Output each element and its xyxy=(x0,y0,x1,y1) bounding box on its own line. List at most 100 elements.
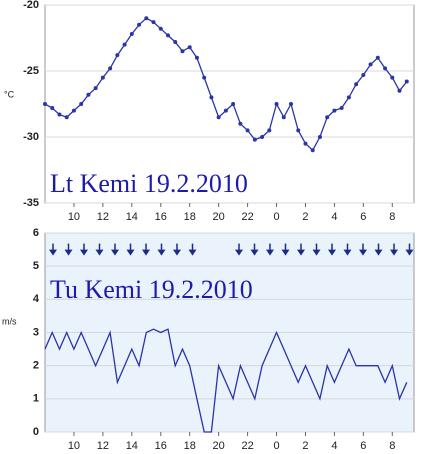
wind-arrow xyxy=(157,243,166,256)
wind-arrow-head xyxy=(173,249,181,256)
wind-arrow xyxy=(126,243,135,256)
data-point xyxy=(267,128,272,133)
y-tick-label: 2 xyxy=(33,360,39,372)
wind-arrow-head xyxy=(49,249,57,256)
wind-arrow xyxy=(343,243,352,256)
data-point xyxy=(122,42,127,47)
data-point xyxy=(209,95,214,100)
wind-arrow xyxy=(111,243,119,256)
y-tick-label: -25 xyxy=(23,65,39,77)
data-point xyxy=(289,102,293,106)
data-point xyxy=(223,108,228,113)
data-point xyxy=(50,105,55,110)
y-tick-label: -20 xyxy=(23,0,39,11)
wind-arrow xyxy=(312,243,321,256)
x-tick-label: 0 xyxy=(273,211,279,223)
data-point xyxy=(187,45,192,50)
data-point xyxy=(339,105,344,110)
data-point xyxy=(93,86,98,91)
y-axis-label: °C xyxy=(4,89,15,99)
x-tick-label: 16 xyxy=(155,440,167,452)
wind-arrow xyxy=(173,243,181,256)
data-point xyxy=(325,115,330,120)
wind-arrow xyxy=(374,243,383,256)
data-point xyxy=(303,141,308,146)
wind-arrow xyxy=(390,243,398,256)
y-tick-label: 6 xyxy=(33,227,39,239)
data-point xyxy=(86,92,91,97)
data-point xyxy=(158,26,163,31)
data-point xyxy=(238,121,243,126)
wind-arrow-head xyxy=(95,249,104,256)
data-point xyxy=(43,102,47,106)
data-point xyxy=(115,53,120,58)
x-tick-label: 20 xyxy=(213,211,225,223)
y-tick-label: 3 xyxy=(33,326,39,338)
x-tick-label: 20 xyxy=(213,440,225,452)
data-point xyxy=(390,75,395,80)
wind-arrow-head xyxy=(111,249,119,256)
data-point xyxy=(216,115,221,120)
x-tick-label: 14 xyxy=(126,440,138,452)
data-point xyxy=(260,135,265,139)
x-tick-label: 18 xyxy=(184,440,196,452)
chart-title: Lt Kemi 19.2.2010 xyxy=(50,169,248,198)
wind-arrow xyxy=(297,243,305,256)
data-point xyxy=(361,72,366,77)
wind-arrow-head xyxy=(235,249,243,256)
chart-title: Tu Kemi 19.2.2010 xyxy=(50,275,253,304)
wind-arrow xyxy=(250,243,259,256)
wind-arrow-head xyxy=(157,249,166,256)
y-tick-label: 4 xyxy=(33,293,40,305)
wind-arrow xyxy=(64,243,73,256)
wind-arrow xyxy=(328,243,336,256)
x-tick-label: 6 xyxy=(360,440,366,452)
data-point xyxy=(274,102,279,106)
data-point xyxy=(296,128,301,133)
wind-arrow-head xyxy=(188,249,197,256)
y-tick-label: -30 xyxy=(23,131,39,143)
x-tick-label: 10 xyxy=(68,211,80,223)
data-point xyxy=(144,16,149,21)
wind-arrow-head xyxy=(374,249,383,256)
x-tick-label: 2 xyxy=(302,211,308,223)
x-tick-label: 2 xyxy=(302,440,308,452)
data-line xyxy=(44,328,408,433)
wind-arrow-head xyxy=(250,249,259,256)
x-tick-label: 22 xyxy=(241,440,253,452)
data-point xyxy=(180,49,185,54)
x-tick-label: 12 xyxy=(97,440,109,452)
wind-arrow xyxy=(95,243,104,256)
data-point xyxy=(137,22,142,27)
plot-area xyxy=(44,4,415,204)
x-tick-label: 4 xyxy=(331,211,337,223)
x-tick-label: 8 xyxy=(389,440,395,452)
data-point xyxy=(245,128,250,133)
wind-arrow xyxy=(188,243,197,256)
data-point xyxy=(129,32,134,37)
data-point xyxy=(79,102,84,106)
data-point xyxy=(354,82,359,87)
y-tick-label: 0 xyxy=(33,426,39,438)
x-tick-label: 10 xyxy=(68,440,80,452)
data-point xyxy=(252,137,257,142)
data-point xyxy=(100,75,105,80)
wind-arrow xyxy=(281,243,290,256)
wind-arrow-head xyxy=(80,249,88,256)
wind-arrow-head xyxy=(390,249,398,256)
data-point xyxy=(173,39,178,44)
data-point xyxy=(64,115,69,120)
x-tick-label: 18 xyxy=(184,211,196,223)
data-point xyxy=(346,95,351,100)
data-point xyxy=(202,75,207,80)
x-tick-label: 22 xyxy=(241,211,253,223)
wind-arrow-head xyxy=(405,249,414,256)
y-tick-label: 1 xyxy=(33,393,39,405)
wind-arrow-head xyxy=(328,249,336,256)
y-axis-label: m/s xyxy=(2,316,17,326)
data-point xyxy=(194,55,199,60)
x-tick-label: 4 xyxy=(331,440,337,452)
x-tick-label: 8 xyxy=(389,211,395,223)
wind-arrow xyxy=(266,243,274,256)
